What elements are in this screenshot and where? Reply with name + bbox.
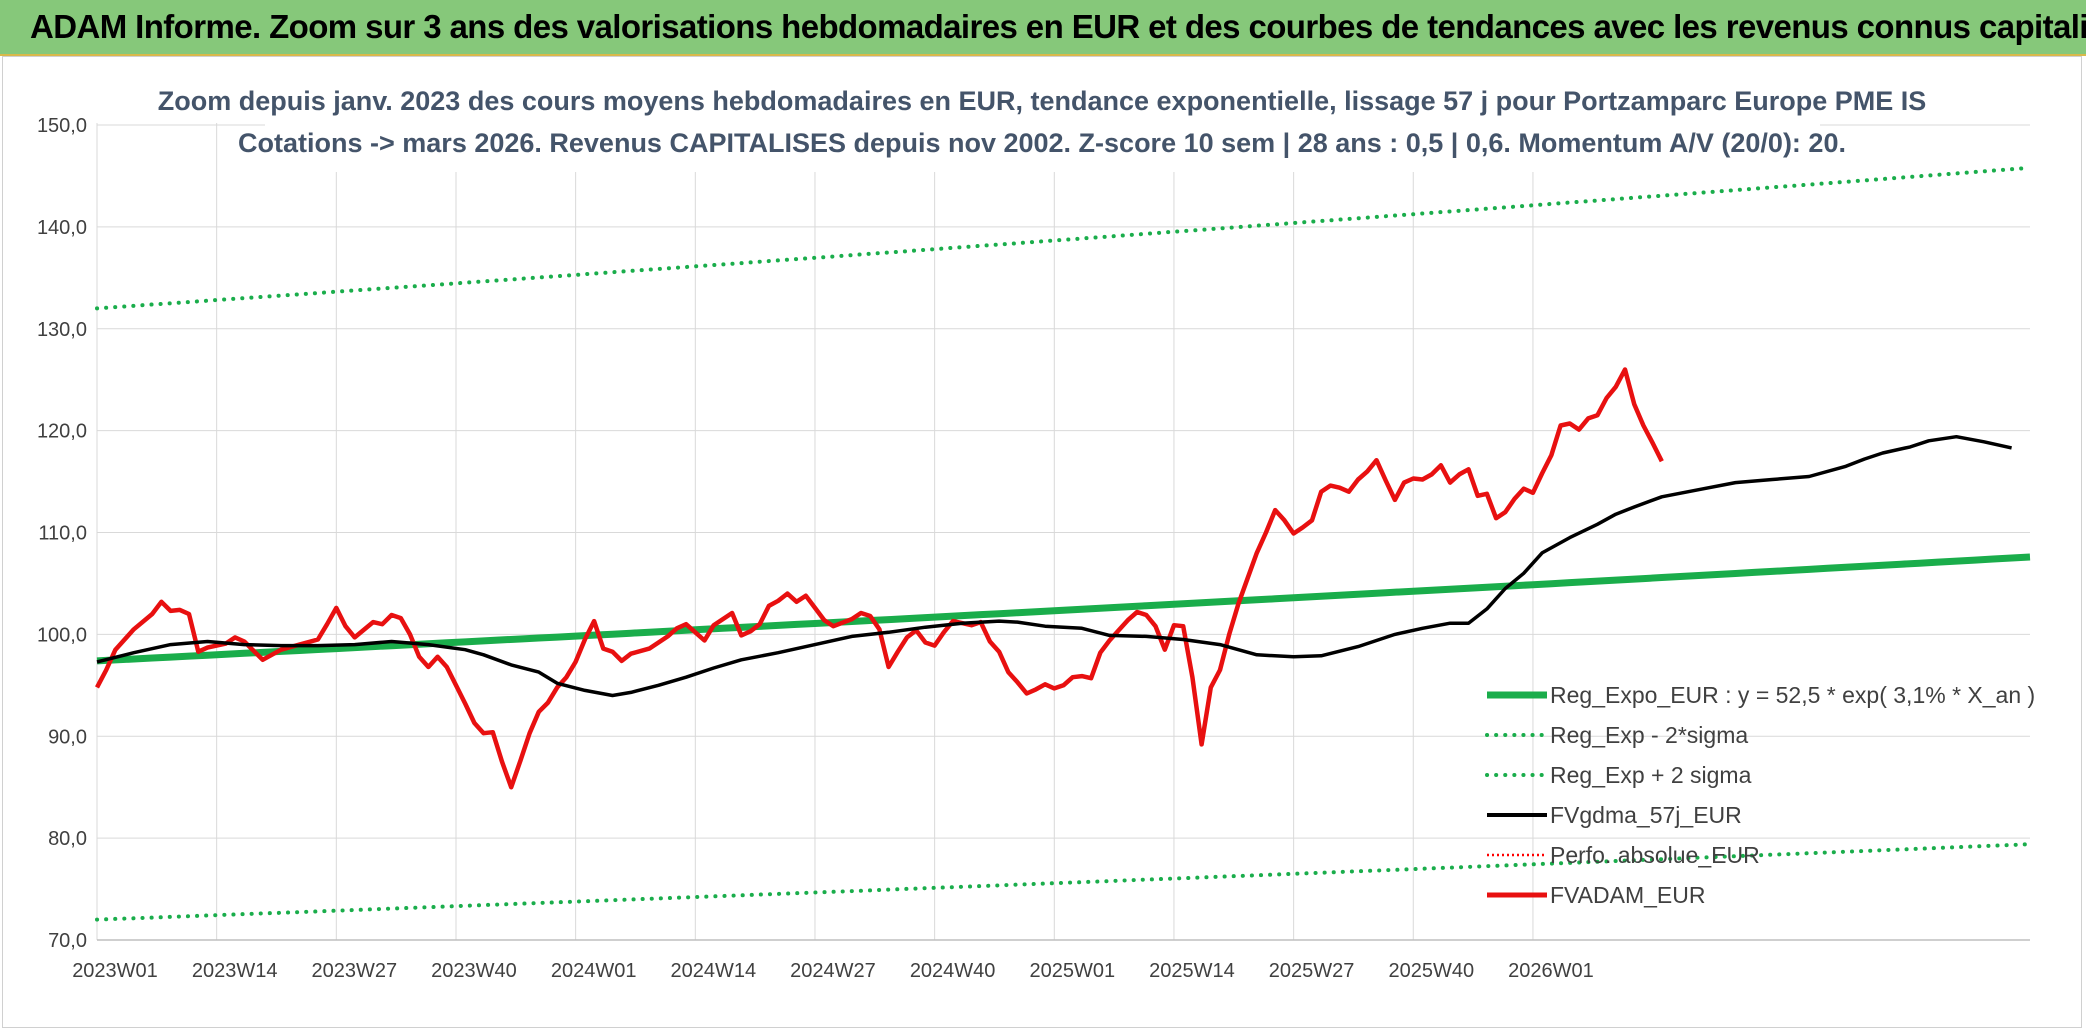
y-tick-label: 90,0 [48,726,87,748]
series-line-band-high [95,165,2032,311]
page-title: ADAM Informe. Zoom sur 3 ans des valoris… [30,8,2086,45]
chart-area-border [2,56,2082,1028]
chart-title-line2: Cotations -> mars 2026. Revenus CAPITALI… [238,128,1846,158]
title-background [265,82,1820,172]
series-line-reg-expo [96,553,2031,665]
chart-title-line1: Zoom depuis janv. 2023 des cours moyens … [158,86,1927,116]
legend-label-gdma: FVgdma_57j_EUR [1550,802,1742,828]
x-tick-label: 2023W14 [192,960,278,982]
y-tick-label: 80,0 [48,828,87,850]
x-tick-label: 2024W40 [910,960,996,982]
y-axis-ticks: 70,0 80,0 90,0 100,0 110,0 120,0 130,0 140,0 150… [37,115,87,952]
y-tick-label: 70,0 [48,930,87,952]
series-line-gdma [96,434,2012,698]
x-tick-label: 2024W27 [790,960,876,982]
legend: Reg_Expo_EUR : y = 52,5 * exp( 3,1% * X_… [1485,682,2035,908]
header-banner: ADAM Informe. Zoom sur 3 ans des valoris… [0,0,2086,56]
y-tick-label: 140,0 [37,217,87,239]
y-tick-label: 100,0 [37,624,87,646]
y-tick-label: 110,0 [38,523,87,545]
legend-label-fvadam: FVADAM_EUR [1550,882,1706,908]
x-tick-label: 2025W40 [1388,960,1474,982]
series-line-band-low [95,842,2032,922]
x-tick-label: 2023W27 [312,960,398,982]
series-lines [95,165,2032,922]
y-tick-label: 130,0 [37,319,87,341]
y-tick-label: 150,0 [37,115,87,137]
x-axis-ticks: 2023W01 2023W14 2023W27 2023W40 2024W01 2024W… [72,960,1594,982]
x-tick-label: 2025W01 [1029,960,1115,982]
x-tick-label: 2023W40 [431,960,517,982]
y-tick-label: 120,0 [37,421,87,443]
x-tick-label: 2026W01 [1508,960,1594,982]
legend-label-band-low: Reg_Exp - 2*sigma [1550,722,1748,748]
x-tick-label: 2023W01 [72,960,158,982]
legend-label-reg-expo: Reg_Expo_EUR : y = 52,5 * exp( 3,1% * X_… [1550,682,2035,708]
legend-label-band-high: Reg_Exp + 2 sigma [1550,762,1752,788]
series-line-fvadam [95,367,1664,790]
x-tick-label: 2024W14 [670,960,756,982]
x-tick-label: 2025W14 [1149,960,1235,982]
x-tick-label: 2024W01 [551,960,637,982]
legend-label-perfo: Perfo. absolue_EUR [1550,842,1760,868]
x-tick-label: 2025W27 [1269,960,1355,982]
